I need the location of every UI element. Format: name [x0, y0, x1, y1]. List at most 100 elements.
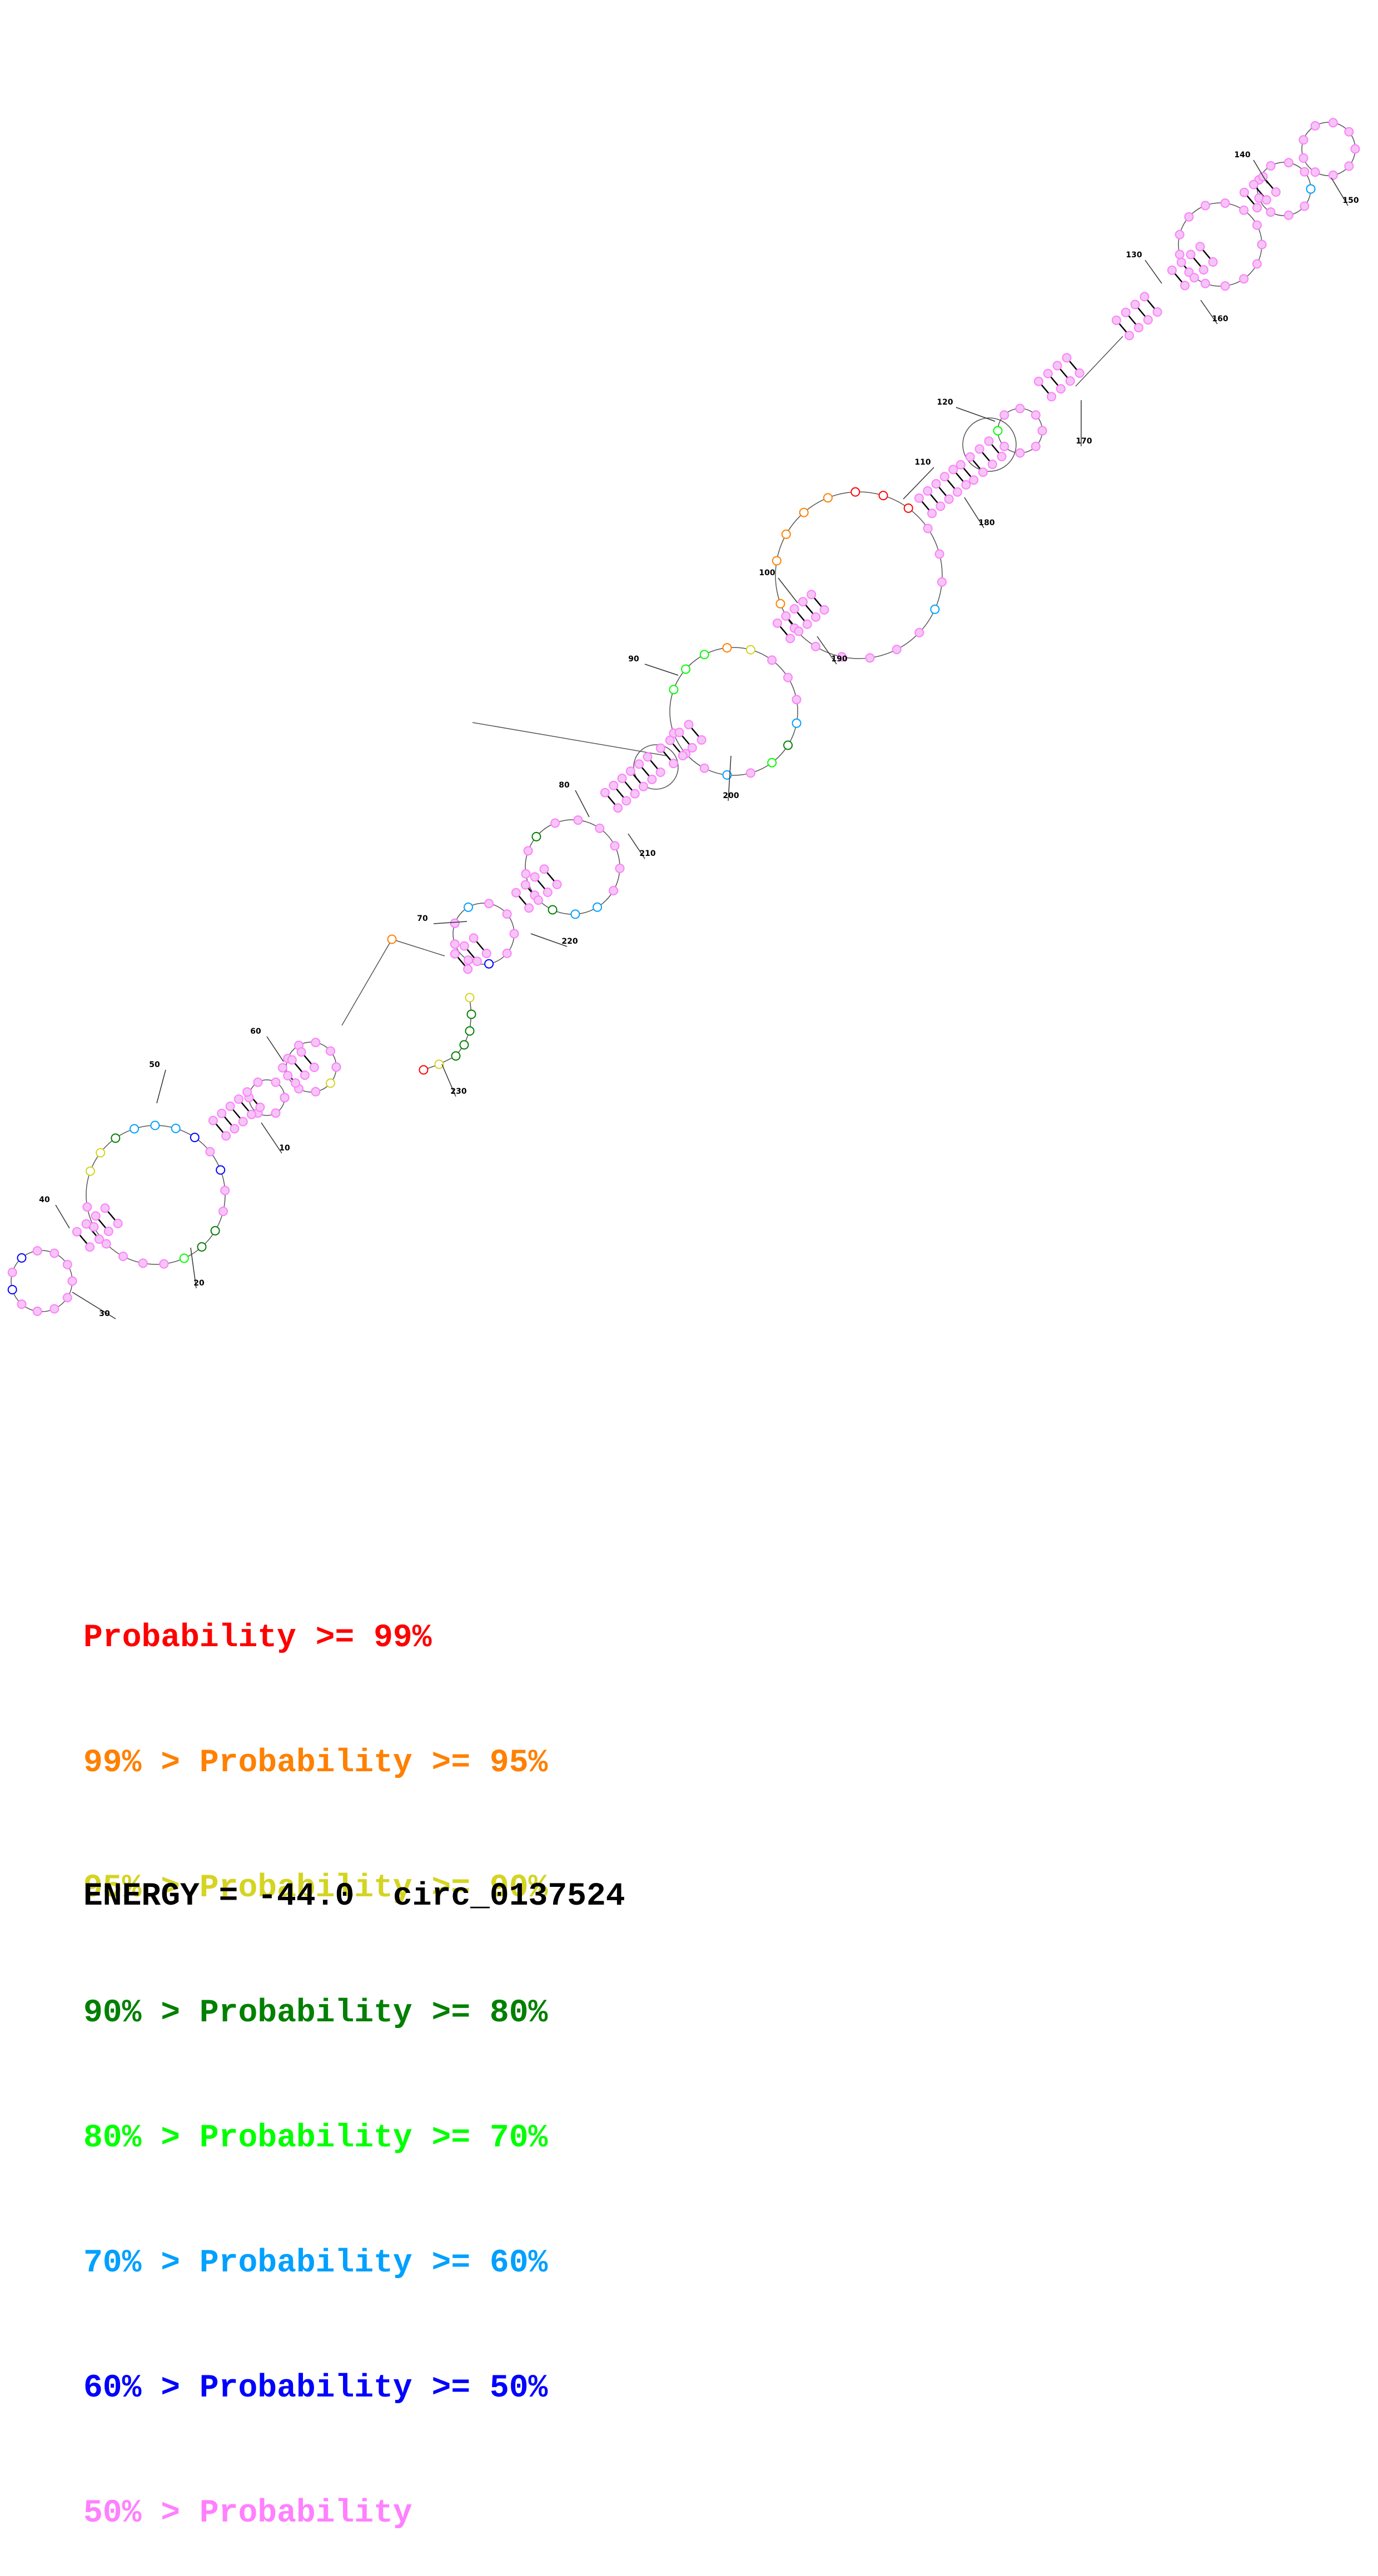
- position-label: 230: [450, 1087, 466, 1096]
- position-label: 70: [417, 914, 428, 923]
- nucleotide: [96, 1148, 106, 1158]
- nucleotide: [230, 1124, 240, 1134]
- nucleotide: [1248, 180, 1258, 190]
- nucleotide: [697, 735, 707, 745]
- nucleotide: [948, 465, 958, 475]
- nucleotide: [450, 939, 460, 949]
- nucleotide: [247, 1109, 256, 1119]
- position-label: 10: [279, 1144, 290, 1153]
- nucleotide: [789, 604, 799, 614]
- nucleotide: [1299, 135, 1309, 145]
- nucleotide: [923, 524, 933, 534]
- nucleotide: [465, 993, 475, 1003]
- position-label: 210: [639, 849, 655, 858]
- nucleotide: [1310, 167, 1320, 177]
- nucleotide: [621, 796, 631, 806]
- nucleotide: [1143, 315, 1153, 325]
- nucleotide: [1189, 273, 1199, 283]
- nucleotide: [1266, 207, 1276, 217]
- nucleotide: [934, 549, 944, 559]
- nucleotide: [772, 556, 782, 566]
- nucleotide: [687, 743, 697, 753]
- nucleotide: [459, 941, 469, 951]
- nucleotide: [745, 768, 755, 778]
- nucleotide: [523, 846, 533, 856]
- nucleotide: [32, 1306, 42, 1316]
- nucleotide: [521, 869, 531, 879]
- nucleotide: [190, 1133, 200, 1143]
- nucleotide: [617, 774, 627, 783]
- nucleotide: [681, 664, 691, 674]
- nucleotide: [552, 879, 562, 889]
- nucleotide: [1328, 170, 1338, 180]
- nucleotide: [451, 1051, 461, 1061]
- position-label: 20: [193, 1279, 205, 1288]
- nucleotide: [903, 503, 913, 513]
- nucleotide: [309, 1063, 319, 1072]
- nucleotide: [1239, 274, 1249, 284]
- position-label: 190: [831, 655, 847, 664]
- legend-row: 70% > Probability >= 60%: [83, 2245, 548, 2281]
- nucleotide: [1130, 300, 1140, 310]
- nucleotide: [311, 1038, 321, 1048]
- legend-row: 50% > Probability: [83, 2495, 412, 2532]
- nucleotides: [7, 118, 1360, 1316]
- nucleotide: [595, 823, 605, 833]
- nucleotide: [82, 1202, 92, 1212]
- nucleotide: [965, 452, 975, 462]
- nucleotide: [1037, 426, 1047, 436]
- nucleotide: [1344, 127, 1354, 137]
- nucleotide: [1167, 265, 1177, 275]
- nucleotide: [1252, 203, 1262, 213]
- nucleotide: [1031, 441, 1041, 451]
- nucleotide: [1252, 220, 1262, 230]
- nucleotide: [1065, 376, 1075, 386]
- nucleotide: [931, 479, 941, 489]
- nucleotide: [936, 501, 946, 511]
- nucleotide: [472, 956, 482, 966]
- nucleotide: [634, 759, 644, 769]
- nucleotide: [450, 918, 460, 928]
- nucleotide: [978, 467, 988, 477]
- nucleotide: [179, 1253, 189, 1263]
- nucleotide: [678, 751, 688, 761]
- nucleotide: [1152, 307, 1162, 317]
- nucleotide: [291, 1078, 301, 1088]
- nucleotide: [271, 1077, 281, 1087]
- nucleotide: [643, 752, 653, 762]
- nucleotide: [1186, 250, 1196, 260]
- nucleotide: [781, 529, 791, 539]
- nucleotide: [684, 720, 694, 730]
- nucleotide: [1271, 187, 1281, 197]
- nucleotide: [1052, 361, 1062, 371]
- nucleotide: [218, 1207, 228, 1217]
- position-label: 160: [1212, 315, 1228, 323]
- sequence-name: circ_0137524: [392, 1879, 625, 1915]
- nucleotide: [1133, 323, 1143, 333]
- nucleotide: [539, 864, 549, 874]
- nucleotide: [1220, 198, 1230, 208]
- nucleotide: [484, 959, 494, 969]
- nucleotide: [772, 618, 782, 628]
- nucleotide: [927, 509, 937, 519]
- nucleotide: [159, 1259, 169, 1269]
- probability-legend: Probability >= 99% 99% > Probability >= …: [83, 1534, 548, 2576]
- nucleotide: [655, 768, 665, 777]
- nucleotide: [930, 604, 940, 614]
- nucleotide: [103, 1227, 113, 1236]
- nucleotide: [86, 1166, 95, 1176]
- nucleotide: [1284, 158, 1294, 168]
- nucleotide: [1261, 195, 1271, 205]
- nucleotide: [961, 480, 971, 490]
- nucleotide: [296, 1047, 306, 1057]
- nucleotide: [543, 888, 553, 897]
- position-label: 80: [559, 781, 570, 790]
- nucleotide: [1033, 376, 1043, 386]
- nucleotide: [593, 902, 603, 912]
- nucleotide: [197, 1242, 207, 1252]
- nucleotide: [722, 770, 732, 780]
- position-label: 90: [628, 655, 639, 664]
- nucleotide: [625, 766, 635, 776]
- nucleotide: [326, 1078, 335, 1088]
- nucleotide: [217, 1108, 227, 1118]
